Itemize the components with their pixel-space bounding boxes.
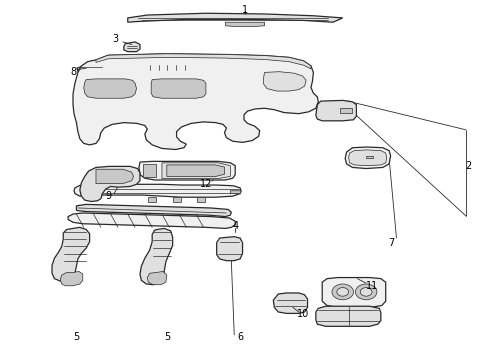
Circle shape	[355, 284, 377, 300]
Polygon shape	[96, 54, 311, 69]
Polygon shape	[316, 306, 381, 326]
Polygon shape	[151, 79, 206, 98]
Polygon shape	[340, 108, 351, 113]
Polygon shape	[96, 169, 134, 184]
Polygon shape	[273, 293, 308, 314]
Text: 8: 8	[70, 67, 76, 77]
Polygon shape	[217, 237, 243, 261]
Polygon shape	[348, 150, 387, 166]
Text: 7: 7	[389, 238, 395, 248]
Text: 12: 12	[200, 179, 212, 189]
Text: 10: 10	[296, 310, 309, 319]
Polygon shape	[197, 197, 205, 202]
Polygon shape	[68, 213, 235, 228]
Polygon shape	[76, 204, 231, 217]
Polygon shape	[84, 79, 137, 98]
Polygon shape	[345, 147, 391, 168]
Text: 2: 2	[466, 161, 472, 171]
Text: 11: 11	[366, 281, 378, 291]
Circle shape	[332, 284, 353, 300]
Polygon shape	[230, 191, 241, 194]
Polygon shape	[148, 197, 156, 202]
Polygon shape	[73, 54, 318, 149]
Polygon shape	[144, 164, 156, 177]
Text: 1: 1	[242, 5, 248, 15]
Text: 3: 3	[113, 35, 119, 44]
Polygon shape	[124, 42, 140, 51]
Polygon shape	[74, 184, 241, 197]
Polygon shape	[162, 163, 230, 179]
Polygon shape	[147, 271, 167, 285]
Polygon shape	[80, 166, 140, 202]
Polygon shape	[172, 197, 180, 202]
Text: 9: 9	[105, 191, 111, 201]
Polygon shape	[77, 64, 104, 72]
Circle shape	[360, 288, 372, 296]
Polygon shape	[128, 13, 343, 22]
Polygon shape	[52, 227, 90, 281]
Polygon shape	[316, 100, 356, 121]
Polygon shape	[322, 278, 386, 307]
Polygon shape	[225, 22, 265, 27]
Polygon shape	[264, 72, 306, 91]
Text: 5: 5	[74, 332, 79, 342]
Polygon shape	[167, 165, 224, 176]
Polygon shape	[60, 271, 83, 286]
Text: 6: 6	[237, 332, 243, 342]
Polygon shape	[139, 161, 235, 180]
Text: 4: 4	[232, 221, 238, 231]
Text: 5: 5	[164, 332, 170, 342]
Polygon shape	[366, 156, 373, 158]
Polygon shape	[140, 228, 172, 285]
Circle shape	[337, 288, 348, 296]
